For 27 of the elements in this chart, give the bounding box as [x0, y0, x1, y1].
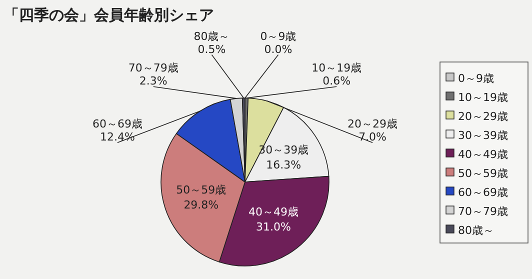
data-label: 2.3% — [139, 74, 168, 88]
legend-label: 10～19歳 — [458, 91, 508, 104]
slice-label: 50～59歳 — [176, 184, 226, 197]
data-label: 16.3% — [266, 158, 302, 172]
slice-label: 40～49歳 — [248, 205, 298, 218]
data-label: 12.4% — [100, 130, 135, 144]
legend-label: 80歳～ — [458, 224, 494, 237]
slice-label: 20～29歳 — [348, 118, 398, 131]
data-label: 7.0% — [358, 130, 387, 144]
legend-label: 40～49歳 — [458, 148, 508, 161]
chart-title: 「四季の会」会員年齢別シェア — [4, 6, 214, 24]
data-label: 29.8% — [184, 198, 219, 212]
data-label: 0.5% — [198, 42, 226, 56]
slice-label: 80歳～ — [194, 30, 230, 43]
legend-label: 60～69歳 — [458, 186, 508, 199]
slice-label: 60～69歳 — [92, 118, 142, 131]
legend-label: 0～9歳 — [458, 72, 494, 85]
category-label: 0～9歳 — [260, 30, 296, 43]
data-label: 0.6% — [322, 74, 351, 88]
text: 0.0% — [264, 42, 292, 56]
legend-label: 50～59歳 — [458, 167, 508, 180]
legend-label: 20～29歳 — [458, 110, 508, 123]
data-label: 31.0% — [256, 220, 291, 234]
legend-label: 30～39歳 — [458, 129, 508, 142]
slice-label: 70～79歳 — [128, 62, 178, 75]
slice-label: 10～19歳 — [312, 62, 362, 75]
legend-label: 70～79歳 — [458, 205, 508, 218]
